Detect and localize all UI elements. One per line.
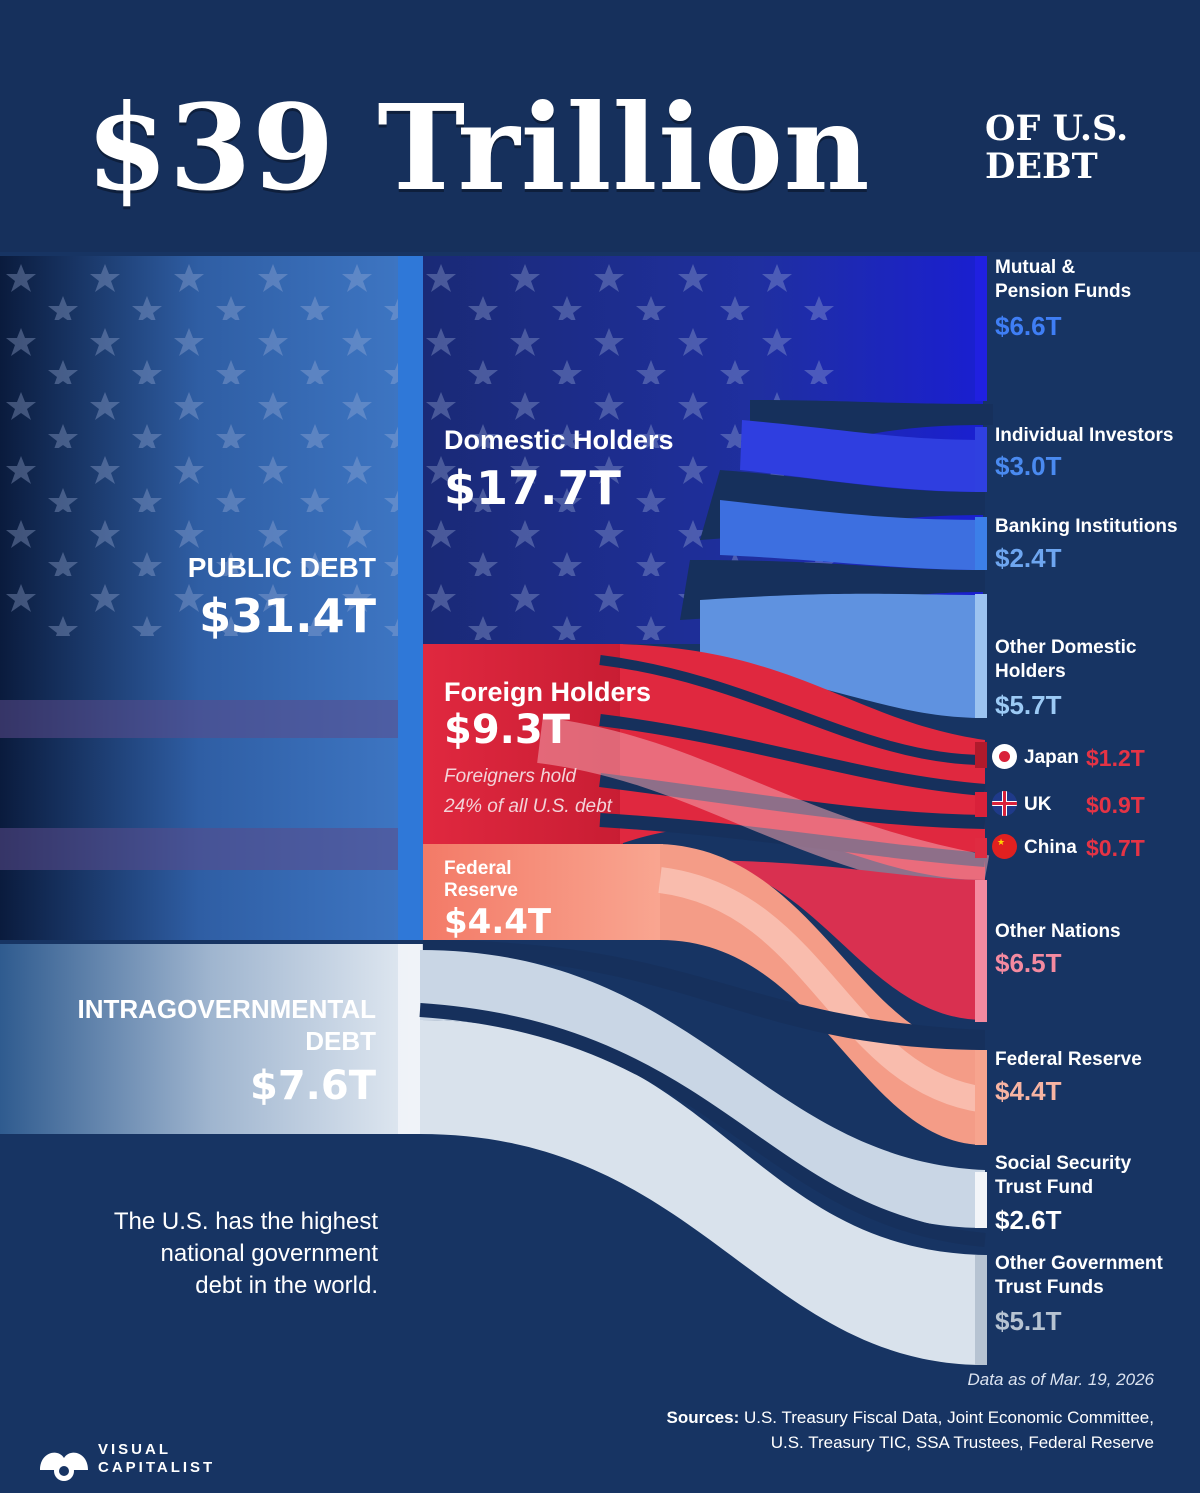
fed-right-value: $4.4T bbox=[995, 1076, 1062, 1106]
japan-value: $1.2T bbox=[1086, 745, 1145, 771]
other-domestic-value: $5.7T bbox=[995, 690, 1062, 720]
other-domestic-label: Other Domestic Holders bbox=[995, 636, 1195, 684]
public-debt-label: PUBLIC DEBT bbox=[187, 552, 376, 583]
sources-text-line1: U.S. Treasury Fiscal Data, Joint Economi… bbox=[743, 1408, 1154, 1427]
foreign-holders-value: $9.3T bbox=[444, 707, 570, 753]
other-nations-value: $6.5T bbox=[995, 948, 1062, 978]
mutual-funds-label-line1: Mutual & bbox=[995, 257, 1076, 278]
public-debt-value: $31.4T bbox=[199, 589, 376, 643]
uk-label: UK bbox=[1024, 794, 1052, 815]
data-date: Data as of Mar. 19, 2026 bbox=[967, 1370, 1154, 1389]
foreign-note-line1: Foreigners hold bbox=[444, 766, 577, 787]
domestic-holders-value: $17.7T bbox=[444, 461, 621, 515]
sources-label: Sources: bbox=[666, 1408, 740, 1427]
japan-flag-icon bbox=[992, 744, 1017, 769]
other-gov-trust-label: Other Government Trust Funds bbox=[995, 1252, 1195, 1300]
logo-text-line1: VISUAL bbox=[98, 1441, 172, 1458]
domestic-holders-label: Domestic Holders bbox=[444, 425, 674, 455]
intra-debt-value: $7.6T bbox=[250, 1063, 376, 1109]
tagline-line3: debt in the world. bbox=[195, 1272, 378, 1299]
foreign-note: Foreigners hold 24% of all U.S. debt bbox=[444, 762, 612, 822]
visual-capitalist-logo-icon bbox=[36, 1440, 92, 1482]
uk-value: $0.9T bbox=[1086, 792, 1145, 818]
logo-text-line2: CAPITALIST bbox=[98, 1459, 216, 1476]
tagline: The U.S. has the highest national govern… bbox=[40, 1206, 378, 1302]
china-label: China bbox=[1024, 837, 1077, 858]
mutual-funds-label-line2: Pension Funds bbox=[995, 281, 1132, 302]
china-flag-icon: ★ bbox=[992, 834, 1017, 859]
social-security-label: Social Security Trust Fund bbox=[995, 1152, 1195, 1200]
other-gov-trust-label-line1: Other Government bbox=[995, 1253, 1163, 1274]
fed-middle-label-line1: Federal bbox=[444, 858, 512, 879]
logo-mark bbox=[40, 1452, 88, 1481]
other-domestic-label-line1: Other Domestic bbox=[995, 637, 1137, 658]
tagline-line2: national government bbox=[160, 1240, 378, 1267]
other-nations-label: Other Nations bbox=[995, 921, 1121, 942]
fed-middle-value: $4.4T bbox=[444, 902, 552, 942]
banking-label: Banking Institutions bbox=[995, 516, 1178, 537]
title-subtitle: OF U.S. DEBT bbox=[985, 110, 1175, 186]
individual-investors-value: $3.0T bbox=[995, 451, 1062, 481]
social-security-value: $2.6T bbox=[995, 1205, 1062, 1235]
fed-middle-label-line2: Reserve bbox=[444, 880, 518, 901]
china-value: $0.7T bbox=[1086, 835, 1145, 861]
title-subtitle-line2: DEBT bbox=[985, 146, 1098, 187]
main-title: $39 Trillion bbox=[86, 78, 871, 217]
foreign-note-line2: 24% of all U.S. debt bbox=[444, 796, 612, 817]
other-gov-trust-value: $5.1T bbox=[995, 1306, 1062, 1336]
sources-line1: Sources: U.S. Treasury Fiscal Data, Join… bbox=[514, 1405, 1154, 1430]
tagline-line1: The U.S. has the highest bbox=[113, 1208, 378, 1235]
banking-value: $2.4T bbox=[995, 543, 1062, 573]
japan-label: Japan bbox=[1024, 747, 1079, 768]
sources: Sources: U.S. Treasury Fiscal Data, Join… bbox=[514, 1405, 1154, 1455]
intra-debt-label-line1: INTRAGOVERNMENTAL bbox=[77, 994, 376, 1024]
fed-right-label: Federal Reserve bbox=[995, 1049, 1142, 1070]
logo-text: VISUAL CAPITALIST bbox=[98, 1441, 215, 1477]
fed-middle-label: Federal Reserve bbox=[444, 858, 518, 902]
sources-line2: U.S. Treasury TIC, SSA Trustees, Federal… bbox=[770, 1433, 1154, 1452]
social-security-label-line1: Social Security bbox=[995, 1153, 1132, 1174]
mutual-funds-value: $6.6T bbox=[995, 311, 1062, 341]
individual-investors-label: Individual Investors bbox=[995, 425, 1174, 446]
intra-debt-label-line2: DEBT bbox=[305, 1026, 376, 1056]
mutual-funds-label: Mutual & Pension Funds bbox=[995, 256, 1195, 304]
title-subtitle-line1: OF U.S. bbox=[985, 108, 1129, 149]
uk-flag-icon bbox=[992, 791, 1017, 816]
other-gov-trust-label-line2: Trust Funds bbox=[995, 1277, 1104, 1298]
social-security-label-line2: Trust Fund bbox=[995, 1177, 1094, 1198]
foreign-holders-label: Foreign Holders bbox=[444, 677, 652, 707]
other-domestic-label-line2: Holders bbox=[995, 661, 1066, 682]
